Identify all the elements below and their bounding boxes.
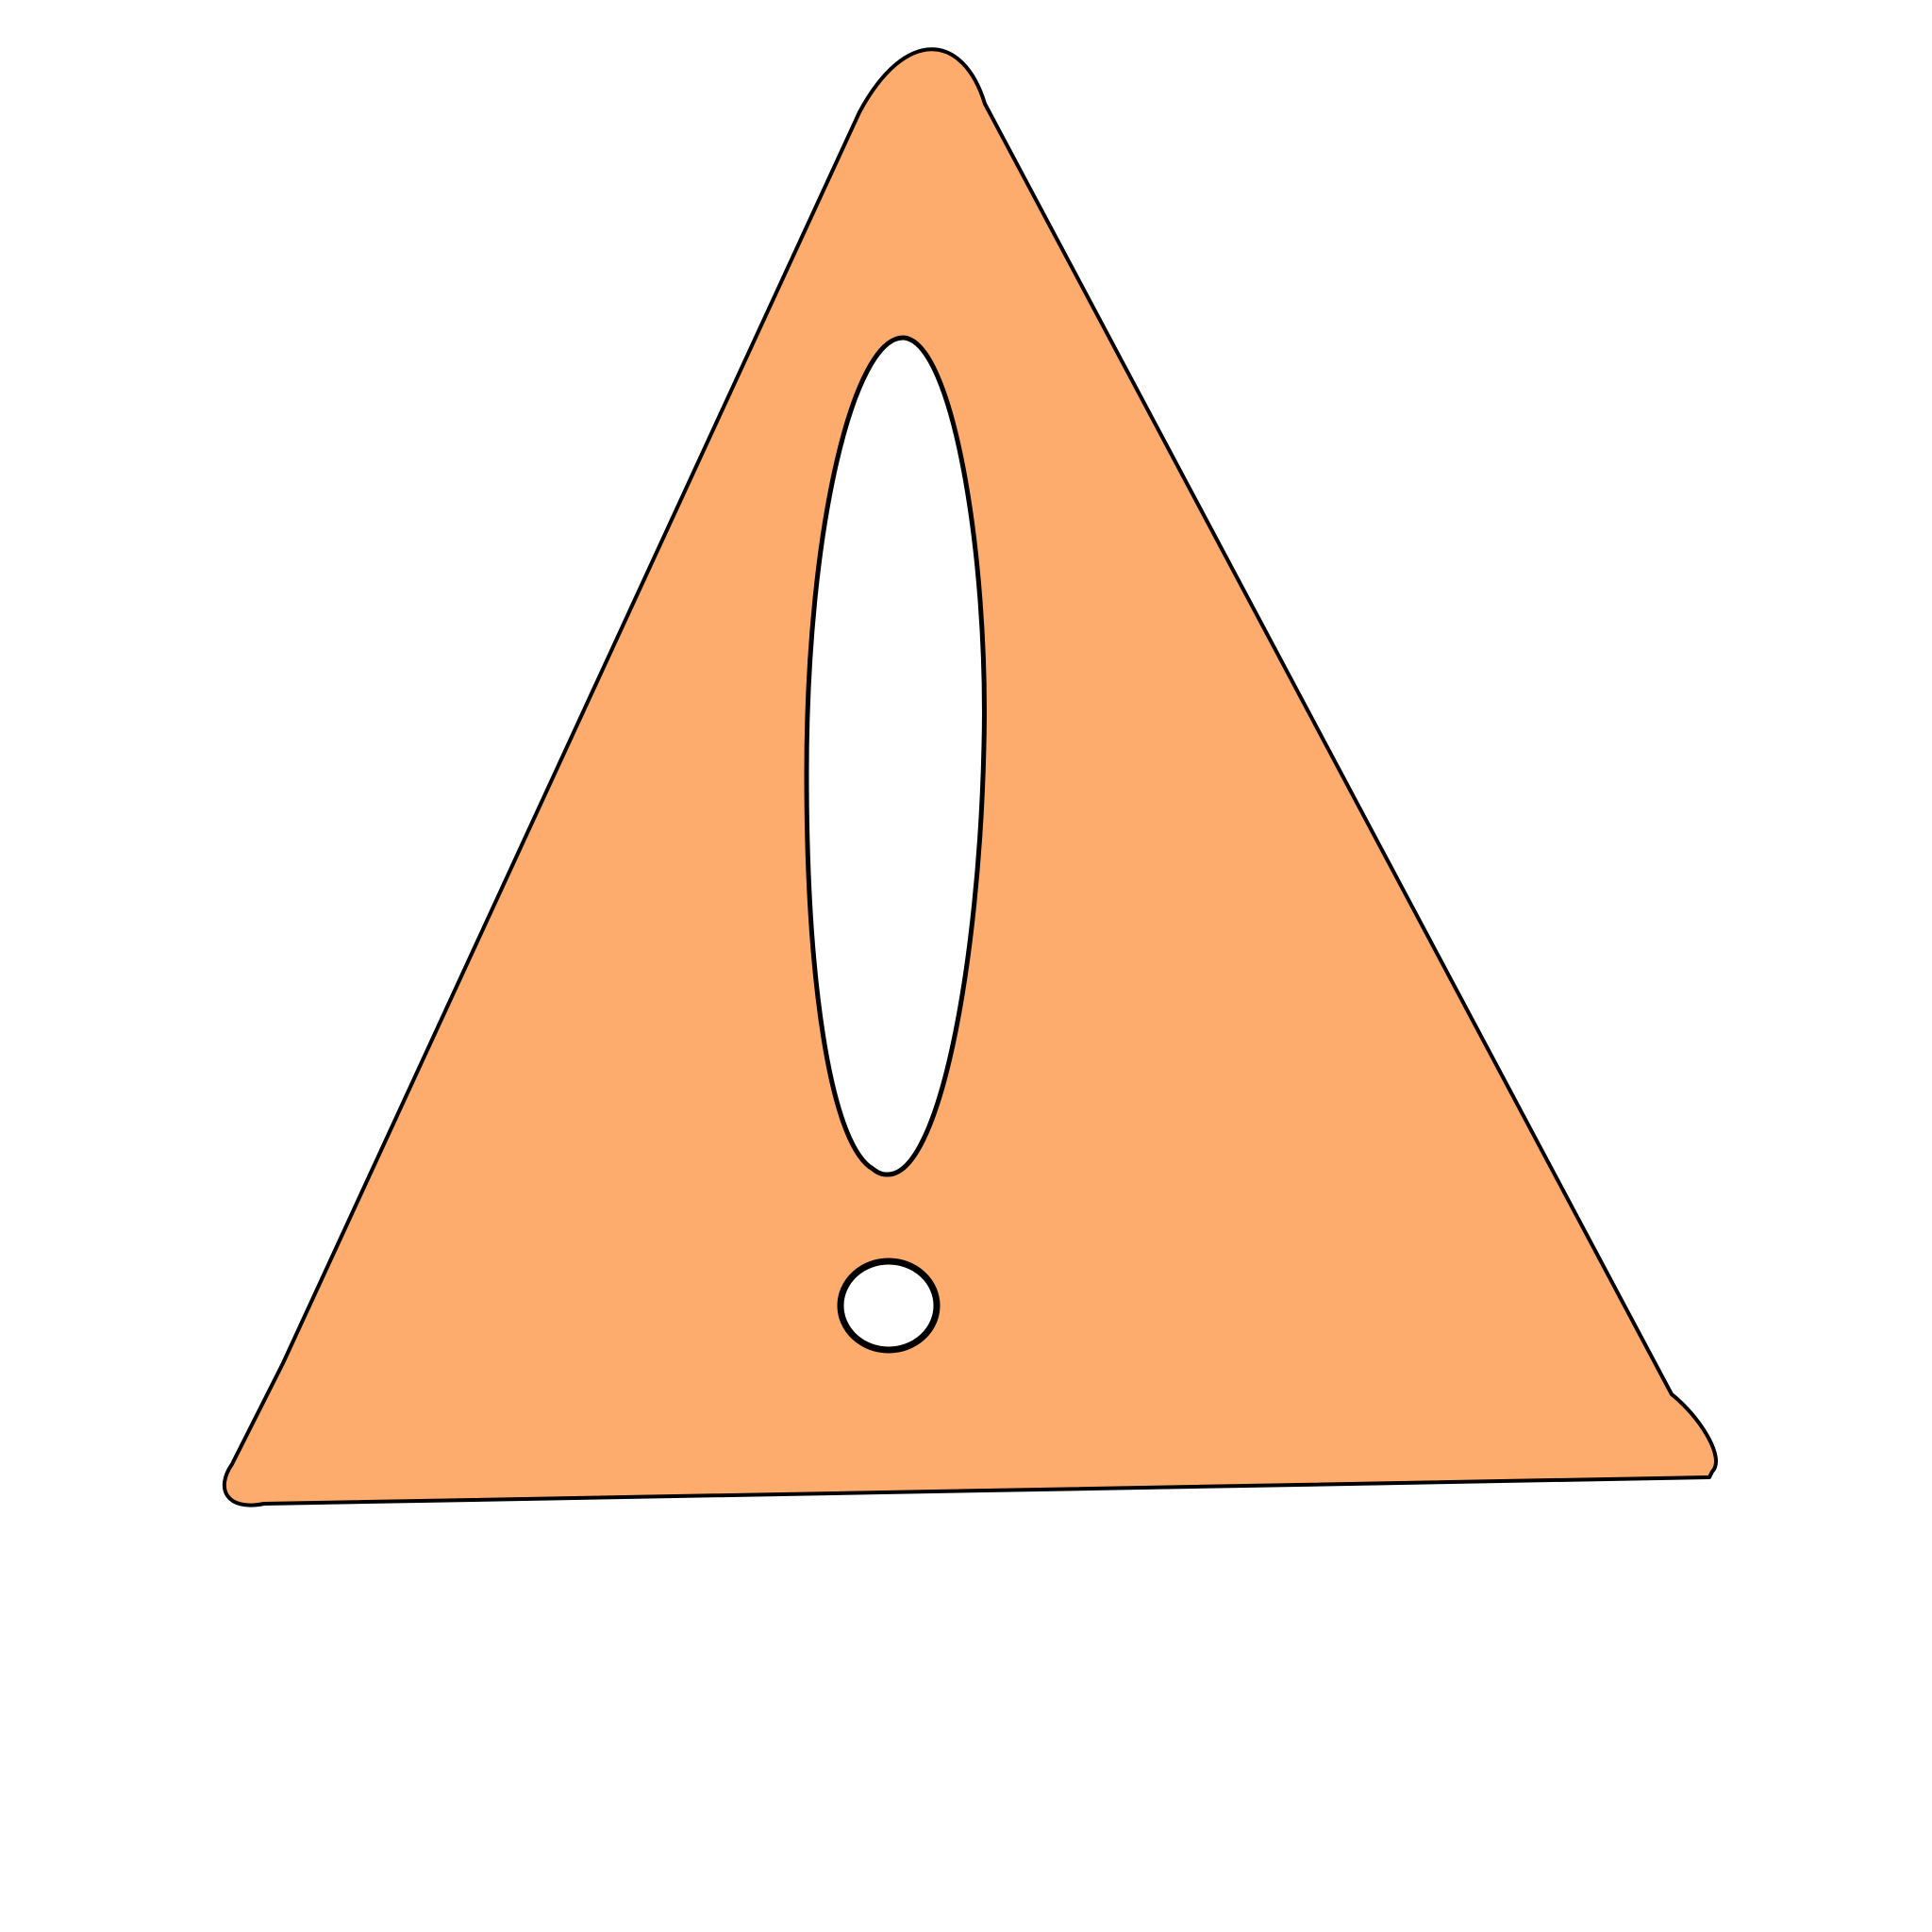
exclamation-bar-cutout: [804, 335, 987, 1177]
exclamation-dot-cutout: [837, 1257, 941, 1354]
exclamation-mark: [804, 335, 987, 1354]
